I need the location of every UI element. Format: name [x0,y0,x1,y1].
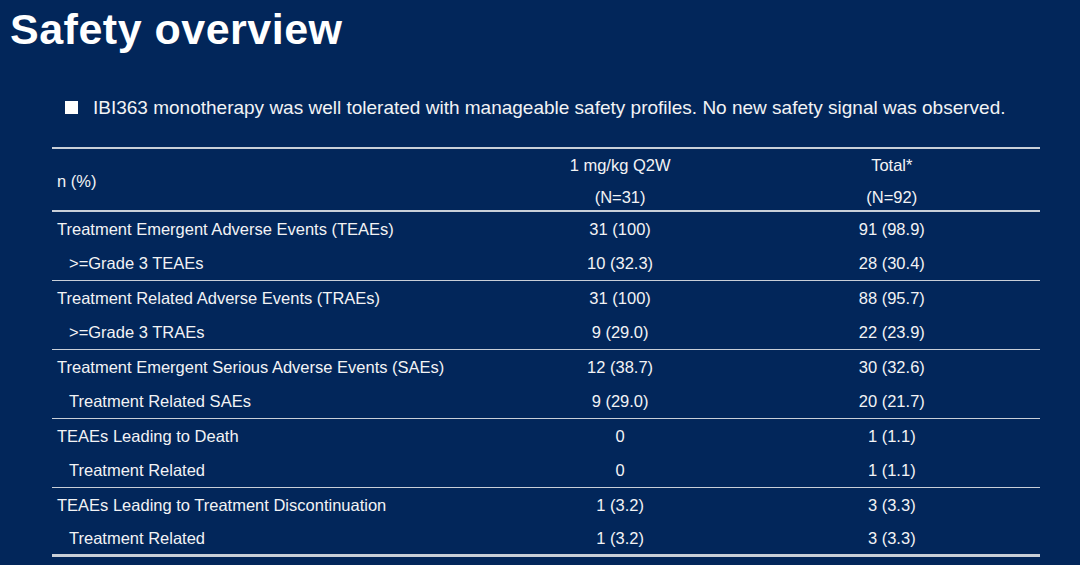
row-label: Treatment Emergent Adverse Events (TEAEs… [52,220,497,239]
bullet-item: IBI363 monotherapy was well tolerated wi… [65,97,1075,119]
table-row: Treatment Related SAEs9 (29.0)20 (21.7) [52,385,1040,420]
table-row: >=Grade 3 TEAEs10 (32.3)28 (30.4) [52,247,1040,282]
header-dose-line1: 1 mg/kg Q2W [497,149,744,181]
row-label: Treatment Related SAEs [52,392,497,411]
row-label: Treatment Related [52,529,497,548]
header-total-line2: (N=92) [744,181,1040,213]
safety-table: n (%) 1 mg/kg Q2W (N=31) Total* (N=92) T… [52,147,1040,557]
row-label: >=Grade 3 TEAEs [52,254,497,273]
row-label: TEAEs Leading to Death [52,427,497,446]
row-value-total: 30 (32.6) [744,358,1040,377]
row-value-dose-q2w: 31 (100) [497,289,744,308]
page-title: Safety overview [10,4,343,56]
row-value-dose-q2w: 1 (3.2) [497,529,744,548]
row-value-total: 3 (3.3) [744,529,1040,548]
row-value-total: 1 (1.1) [744,427,1040,446]
header-dose-line2: (N=31) [497,181,744,213]
row-label: Treatment Emergent Serious Adverse Event… [52,358,497,377]
header-col-total: Total* (N=92) [744,149,1040,213]
table-row: Treatment Related1 (3.2)3 (3.3) [52,523,1040,558]
table-row: Treatment Emergent Serious Adverse Event… [52,350,1040,385]
row-label: Treatment Related [52,461,497,480]
row-value-dose-q2w: 31 (100) [497,220,744,239]
table-row: Treatment Related01 (1.1) [52,454,1040,489]
row-value-dose-q2w: 0 [497,461,744,480]
table-row: Treatment Related Adverse Events (TRAEs)… [52,281,1040,316]
row-value-dose-q2w: 9 (29.0) [497,392,744,411]
row-label: TEAEs Leading to Treatment Discontinuati… [52,496,497,515]
row-value-total: 91 (98.9) [744,220,1040,239]
row-value-total: 88 (95.7) [744,289,1040,308]
slide: Safety overview IBI363 monotherapy was w… [0,0,1080,565]
table-row: TEAEs Leading to Death01 (1.1) [52,419,1040,454]
row-value-dose-q2w: 9 (29.0) [497,323,744,342]
row-value-dose-q2w: 12 (38.7) [497,358,744,377]
square-bullet-icon [65,101,78,114]
row-value-dose-q2w: 10 (32.3) [497,254,744,273]
row-value-dose-q2w: 1 (3.2) [497,496,744,515]
row-value-total: 20 (21.7) [744,392,1040,411]
table-row: Treatment Emergent Adverse Events (TEAEs… [52,212,1040,247]
row-label: >=Grade 3 TRAEs [52,323,497,342]
table-body: Treatment Emergent Adverse Events (TEAEs… [52,212,1040,557]
row-label: Treatment Related Adverse Events (TRAEs) [52,289,497,308]
row-value-total: 22 (23.9) [744,323,1040,342]
row-value-dose-q2w: 0 [497,427,744,446]
bullet-text: IBI363 monotherapy was well tolerated wi… [93,97,1006,119]
header-total-line1: Total* [744,149,1040,181]
row-value-total: 3 (3.3) [744,496,1040,515]
row-value-total: 28 (30.4) [744,254,1040,273]
header-n-percent: n (%) [52,172,497,191]
table-row: TEAEs Leading to Treatment Discontinuati… [52,488,1040,523]
table-header: n (%) 1 mg/kg Q2W (N=31) Total* (N=92) [52,147,1040,212]
row-value-total: 1 (1.1) [744,461,1040,480]
table-row: >=Grade 3 TRAEs9 (29.0)22 (23.9) [52,316,1040,351]
header-col-dose: 1 mg/kg Q2W (N=31) [497,149,744,213]
